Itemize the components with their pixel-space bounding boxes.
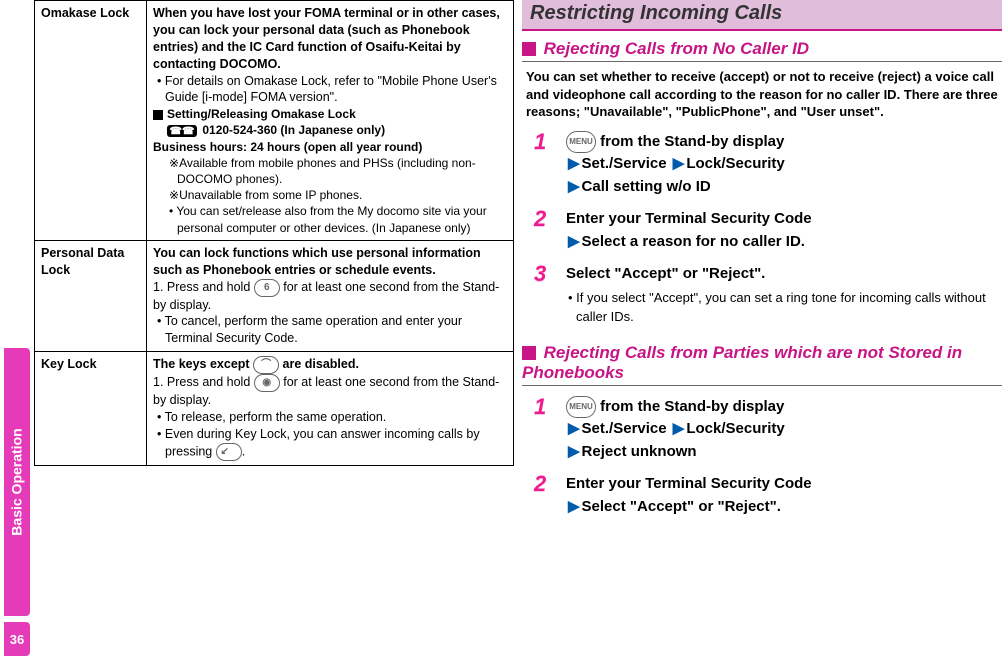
square-bullet-icon	[153, 110, 163, 120]
center-key-icon: ◉	[254, 374, 280, 392]
locks-table: Omakase Lock When you have lost your FOM…	[34, 0, 514, 466]
step-body: MENU from the Stand-by display ▶Set./Ser…	[566, 131, 998, 199]
step-line: 1. Press and hold 6 for at least one sec…	[153, 280, 499, 312]
table-row: Omakase Lock When you have lost your FOM…	[35, 1, 514, 241]
lock-name: Key Lock	[35, 352, 147, 466]
end-key-icon: ⌒	[253, 356, 279, 374]
left-column: Omakase Lock When you have lost your FOM…	[34, 0, 518, 662]
note: ※Unavailable from some IP phones.	[153, 187, 507, 203]
sub-heading-text: Rejecting Calls from Parties which are n…	[522, 343, 962, 382]
phone-icon: ☎☎	[167, 125, 197, 137]
page-number: 36	[10, 632, 24, 647]
step: 2 Enter your Terminal Security Code ▶Sel…	[534, 473, 998, 518]
arrow-icon: ▶	[673, 420, 685, 437]
square-marker-icon	[522, 346, 536, 360]
menu-key-icon: MENU	[566, 131, 596, 153]
arrow-icon: ▶	[673, 155, 685, 172]
bullet: • To release, perform the same operation…	[153, 409, 507, 426]
table-row: Personal Data Lock You can lock function…	[35, 240, 514, 351]
step: 2 Enter your Terminal Security Code ▶Sel…	[534, 208, 998, 253]
page-number-box: 36	[4, 622, 30, 656]
lock-desc: The keys except ⌒ are disabled. 1. Press…	[147, 352, 514, 466]
content: Omakase Lock When you have lost your FOM…	[34, 0, 1003, 662]
sub-heading: Rejecting Calls from No Caller ID	[522, 37, 1002, 62]
sub-block: Setting/Releasing Omakase Lock ☎☎ 0120-5…	[153, 106, 507, 236]
side-bar: Basic Operation 36	[0, 0, 34, 662]
bullet: • For details on Omakase Lock, refer to …	[153, 73, 507, 107]
step-number: 2	[534, 473, 558, 495]
step-body: Enter your Terminal Security Code ▶Selec…	[566, 473, 998, 518]
key-6-icon: 6	[254, 279, 280, 297]
arrow-icon: ▶	[568, 443, 580, 460]
step-number: 3	[534, 263, 558, 285]
arrow-icon: ▶	[568, 233, 580, 250]
step: 1 MENU from the Stand-by display ▶Set./S…	[534, 131, 998, 199]
bullet: • To cancel, perform the same operation …	[153, 313, 507, 347]
step-body: Enter your Terminal Security Code ▶Selec…	[566, 208, 998, 253]
page: Basic Operation 36 Omakase Lock When you…	[0, 0, 1003, 662]
step-body: MENU from the Stand-by display ▶Set./Ser…	[566, 396, 998, 464]
arrow-icon: ▶	[568, 155, 580, 172]
note: ※Available from mobile phones and PHSs (…	[153, 155, 507, 187]
lock-bold: The keys except ⌒ are disabled.	[153, 357, 359, 371]
intro-text: You can set whether to receive (accept) …	[522, 68, 1002, 121]
sub-heading-text: Rejecting Calls from No Caller ID	[544, 39, 809, 58]
step: 3 Select "Accept" or "Reject". • If you …	[534, 263, 998, 327]
step-body: Select "Accept" or "Reject". • If you se…	[566, 263, 998, 327]
feature-heading: Restricting Incoming Calls	[522, 0, 1002, 31]
phone-line: ☎☎ 0120-524-360 (In Japanese only)	[153, 122, 507, 138]
arrow-icon: ▶	[568, 498, 580, 515]
menu-key-icon: MENU	[566, 396, 596, 418]
arrow-icon: ▶	[568, 178, 580, 195]
right-column: Restricting Incoming Calls Rejecting Cal…	[518, 0, 1002, 662]
call-key-icon: ↙	[216, 443, 242, 461]
bullet: • Even during Key Lock, you can answer i…	[153, 426, 507, 461]
sub-heading: Rejecting Calls from Parties which are n…	[522, 341, 1002, 386]
lock-name: Omakase Lock	[35, 1, 147, 241]
table-row: Key Lock The keys except ⌒ are disabled.…	[35, 352, 514, 466]
lock-bold: You can lock functions which use persona…	[153, 246, 481, 277]
square-marker-icon	[522, 42, 536, 56]
section-tab-label: Basic Operation	[9, 428, 25, 535]
lock-desc: When you have lost your FOMA terminal or…	[147, 1, 514, 241]
step-number: 2	[534, 208, 558, 230]
hours-line: Business hours: 24 hours (open all year …	[153, 139, 507, 155]
step-number: 1	[534, 131, 558, 153]
step-number: 1	[534, 396, 558, 418]
lock-desc: You can lock functions which use persona…	[147, 240, 514, 351]
lock-bold: When you have lost your FOMA terminal or…	[153, 6, 500, 71]
arrow-icon: ▶	[568, 420, 580, 437]
step-line: 1. Press and hold ◉ for at least one sec…	[153, 375, 499, 407]
note: • You can set/release also from the My d…	[153, 203, 507, 235]
section-tab: Basic Operation	[4, 348, 30, 616]
step: 1 MENU from the Stand-by display ▶Set./S…	[534, 396, 998, 464]
step-note: • If you select "Accept", you can set a …	[566, 288, 998, 327]
lock-name: Personal Data Lock	[35, 240, 147, 351]
